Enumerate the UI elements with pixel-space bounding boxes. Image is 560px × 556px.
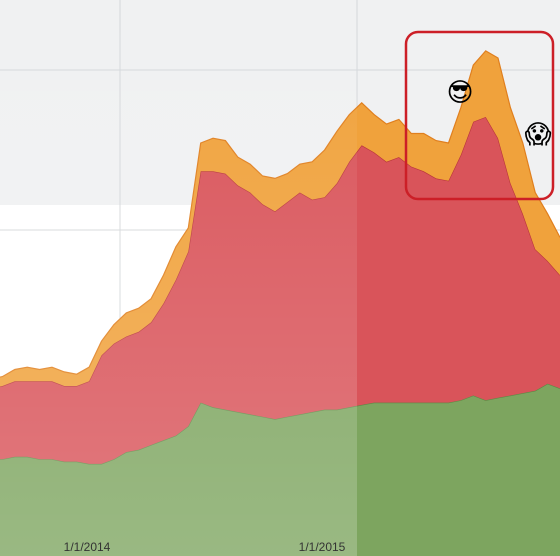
highlight-box: [404, 30, 555, 201]
screaming-face-emoji: 😱: [524, 120, 551, 150]
x-axis-ticks: 1/1/2014 1/1/2015: [64, 540, 346, 554]
cool-face-emoji: 😎: [446, 78, 473, 108]
series-area-orange: [0, 50, 560, 387]
left-shade: [0, 0, 357, 556]
x-tick-label: 1/1/2014: [64, 540, 111, 554]
x-tick-label: 1/1/2015: [299, 540, 346, 554]
